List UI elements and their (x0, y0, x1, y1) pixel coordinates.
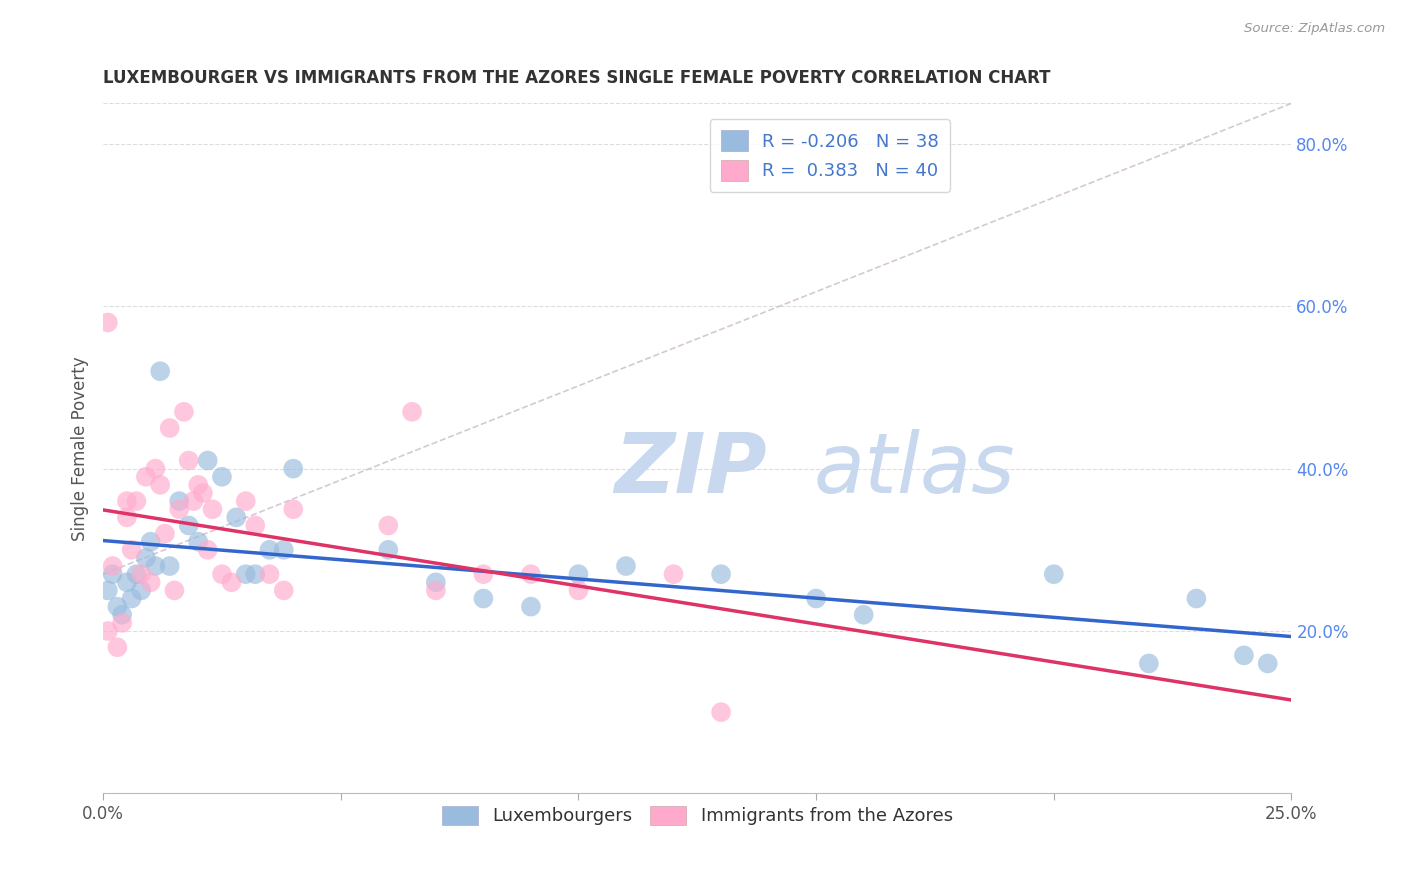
Y-axis label: Single Female Poverty: Single Female Poverty (72, 356, 89, 541)
Point (145, 461, 167, 475)
Point (197, 453, 219, 467)
Point (101, 567, 124, 582)
Point (135, 469, 157, 483)
Point (235, 494, 257, 508)
Point (283, 502, 305, 516)
Point (153, 526, 176, 541)
Point (1233, 648, 1256, 663)
Point (401, 405, 423, 419)
Point (129, 567, 152, 582)
Point (614, 559, 637, 574)
Point (125, 494, 148, 508)
Point (472, 567, 495, 582)
Point (1257, 657, 1279, 671)
Point (105, 599, 128, 614)
Point (115, 494, 138, 508)
Point (804, 591, 827, 606)
Point (852, 607, 875, 622)
Point (125, 567, 148, 582)
Point (149, 364, 172, 378)
Point (1137, 657, 1160, 671)
Point (259, 567, 281, 582)
Point (201, 502, 224, 516)
Legend: Luxembourgers, Immigrants from the Azores: Luxembourgers, Immigrants from the Azore… (434, 799, 960, 832)
Point (273, 583, 295, 598)
Point (163, 583, 186, 598)
Point (1185, 591, 1208, 606)
Point (183, 494, 205, 508)
Point (135, 550, 157, 565)
Point (211, 567, 233, 582)
Point (520, 599, 543, 614)
Point (273, 542, 295, 557)
Point (177, 518, 200, 533)
Point (283, 461, 305, 475)
Point (173, 405, 195, 419)
Point (187, 534, 209, 549)
Point (710, 705, 733, 719)
Point (245, 567, 267, 582)
Point (211, 469, 233, 483)
Point (187, 478, 209, 492)
Point (567, 567, 589, 582)
Point (259, 542, 281, 557)
Point (121, 542, 143, 557)
Point (567, 583, 589, 598)
Point (139, 575, 162, 590)
Point (377, 542, 399, 557)
Point (159, 421, 181, 435)
Point (177, 453, 200, 467)
Text: atlas: atlas (814, 428, 1015, 509)
Point (245, 518, 267, 533)
Point (662, 567, 685, 582)
Point (425, 583, 447, 598)
Point (101, 559, 124, 574)
Point (1042, 567, 1064, 582)
Point (139, 534, 162, 549)
Point (145, 559, 167, 574)
Text: Source: ZipAtlas.com: Source: ZipAtlas.com (1244, 22, 1385, 36)
Point (167, 494, 190, 508)
Text: LUXEMBOURGER VS IMMIGRANTS FROM THE AZORES SINGLE FEMALE POVERTY CORRELATION CHA: LUXEMBOURGER VS IMMIGRANTS FROM THE AZOR… (103, 69, 1050, 87)
Point (520, 567, 543, 582)
Point (97, 624, 120, 638)
Point (115, 510, 138, 524)
Point (159, 559, 181, 574)
Point (105, 640, 128, 655)
Point (191, 486, 214, 500)
Point (97, 316, 120, 330)
Point (111, 615, 134, 630)
Point (377, 518, 399, 533)
Point (149, 478, 172, 492)
Point (710, 567, 733, 582)
Point (225, 510, 247, 524)
Point (97, 583, 120, 598)
Point (472, 591, 495, 606)
Point (221, 575, 243, 590)
Point (129, 583, 152, 598)
Point (121, 591, 143, 606)
Point (111, 607, 134, 622)
Point (197, 542, 219, 557)
Text: ZIP: ZIP (614, 428, 766, 509)
Point (115, 575, 138, 590)
Point (235, 567, 257, 582)
Point (425, 575, 447, 590)
Point (167, 502, 190, 516)
